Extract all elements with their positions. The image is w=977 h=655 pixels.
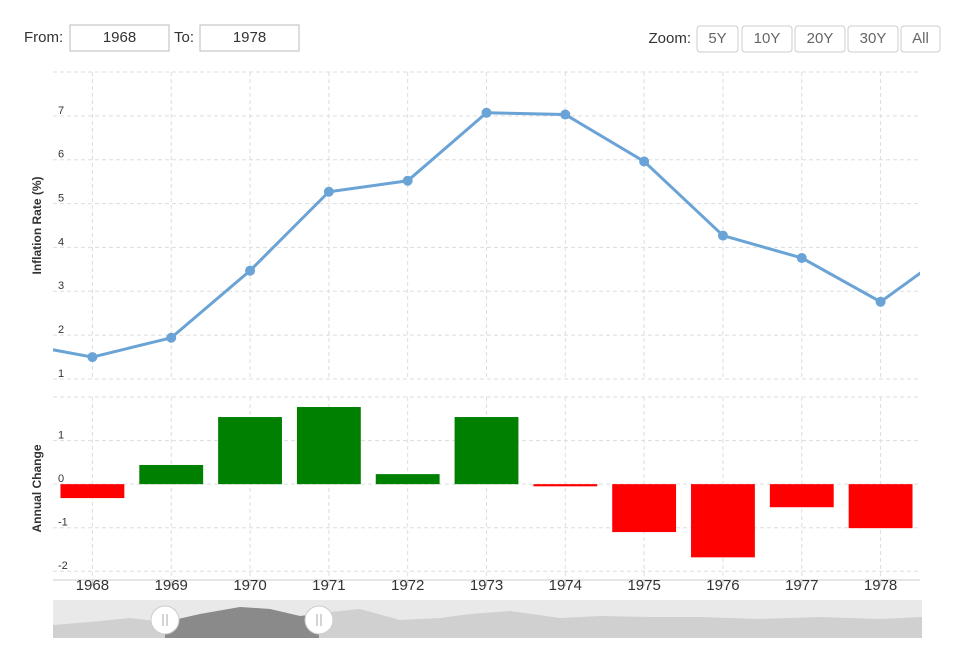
- bar: [612, 484, 677, 533]
- zoom-label: Zoom:: [648, 30, 691, 47]
- y-axis-title: Inflation Rate (%): [30, 176, 44, 274]
- bar: [139, 464, 204, 485]
- series: [53, 107, 920, 363]
- y-tick-label: 7: [58, 105, 64, 117]
- navigator-selection: [165, 607, 319, 638]
- point: [796, 252, 807, 263]
- x-tick-label: 1973: [470, 577, 503, 594]
- zoom-button[interactable]: [847, 25, 899, 53]
- zoom-button[interactable]: [900, 25, 941, 53]
- point: [717, 230, 728, 241]
- point: [323, 186, 334, 197]
- point: [560, 109, 571, 120]
- from-input[interactable]: [69, 24, 170, 52]
- y-tick-label: 1: [58, 368, 64, 380]
- zoom-button-label: 5Y: [708, 30, 726, 47]
- zoom-button-label: 20Y: [807, 30, 834, 47]
- x-tick-label: 1969: [155, 577, 188, 594]
- bar: [691, 484, 755, 558]
- zoom-button-label: All: [912, 30, 929, 47]
- from-value: 1968: [103, 29, 136, 46]
- point: [402, 175, 413, 186]
- bar: [769, 484, 834, 508]
- point: [87, 352, 98, 363]
- y-tick-label: 1: [58, 429, 64, 441]
- y-tick-label: -2: [58, 560, 68, 572]
- point: [245, 265, 256, 276]
- to-value: 1978: [233, 29, 266, 46]
- navigator-handle[interactable]: [304, 605, 334, 635]
- x-tick-label: 1977: [785, 577, 818, 594]
- y-tick-label: 6: [58, 149, 64, 161]
- x-tick-label: 1968: [76, 577, 109, 594]
- bar: [848, 484, 913, 529]
- y-tick-label: 4: [58, 236, 64, 248]
- point: [481, 107, 492, 118]
- navigator[interactable]: [53, 600, 922, 638]
- x-tick-label: 1971: [312, 577, 345, 594]
- bar: [218, 417, 282, 485]
- point: [875, 296, 886, 307]
- y-axis-title: Annual Change: [30, 444, 44, 532]
- y-tick-label: -1: [58, 517, 68, 529]
- zoom-button[interactable]: [794, 25, 846, 53]
- bar: [375, 474, 440, 485]
- bar: [60, 484, 125, 499]
- to-label: To:: [174, 29, 194, 46]
- zoom-button-label: 30Y: [860, 30, 887, 47]
- from-label: From:: [24, 29, 63, 46]
- x-tick-label: 1975: [627, 577, 660, 594]
- x-tick-label: 1976: [706, 577, 739, 594]
- x-tick-label: 1978: [864, 577, 897, 594]
- point: [166, 332, 177, 343]
- bar: [533, 484, 598, 487]
- y-tick-label: 0: [58, 473, 64, 485]
- point: [639, 156, 650, 167]
- zoom-button[interactable]: [696, 25, 739, 53]
- navigator-handle[interactable]: [150, 605, 180, 635]
- bar: [296, 407, 361, 485]
- bar: [454, 417, 519, 485]
- x-tick-label: 1970: [233, 577, 266, 594]
- zoom-button-label: 10Y: [754, 30, 781, 47]
- y-tick-label: 3: [58, 280, 64, 292]
- zoom-button[interactable]: [741, 25, 793, 53]
- to-input[interactable]: [199, 24, 300, 52]
- x-tick-label: 1972: [391, 577, 424, 594]
- y-tick-label: 2: [58, 324, 64, 336]
- x-tick-label: 1974: [549, 577, 582, 594]
- y-tick-label: 5: [58, 192, 64, 204]
